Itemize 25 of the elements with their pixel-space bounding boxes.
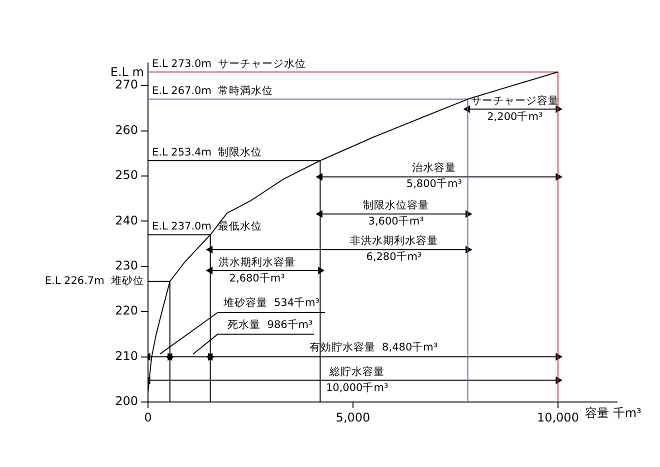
- annotation: E.L 253.4m 制限水位: [152, 145, 262, 158]
- annotation: 堆砂容量 534千m³: [222, 296, 320, 310]
- y-tick-label: 230: [115, 258, 138, 273]
- annotation: E.L 237.0m 最低水位: [152, 219, 262, 232]
- y-tick-label: 210: [115, 348, 138, 363]
- annotation: 非洪水期利水容量 6,280千m³: [350, 234, 438, 263]
- annotation: 総貯水容量 10,000千m³: [326, 365, 388, 394]
- x-axis-title: 容量 千m³: [585, 406, 642, 420]
- annotation: E.L 267.0m 常時満水位: [152, 84, 274, 97]
- y-tick-label: 240: [115, 213, 138, 228]
- annotation: 治水容量 5,800千m³: [406, 161, 462, 190]
- x-tick-label: 10,000: [536, 410, 579, 424]
- y-tick-label: 260: [115, 122, 138, 137]
- y-tick-label: 220: [115, 304, 138, 318]
- annotation: 死水量 986千m³: [228, 318, 313, 331]
- y-tick-label: 200: [115, 394, 138, 408]
- y-tick-label: 270: [115, 78, 138, 92]
- annotation: E.L 226.7m 堆砂位: [44, 274, 144, 288]
- y-axis-title: E.L m: [110, 65, 144, 80]
- y-tick-label: 250: [115, 168, 138, 182]
- annotation: E.L 273.0m サーチャージ水位: [152, 56, 306, 70]
- annotation: 洪水期利水容量 2,680千m³: [218, 256, 296, 285]
- annotation: 制限水位容量 3,600千m³: [363, 198, 430, 228]
- x-tick-label: 0: [144, 410, 152, 424]
- x-tick-label: 5,000: [336, 410, 370, 424]
